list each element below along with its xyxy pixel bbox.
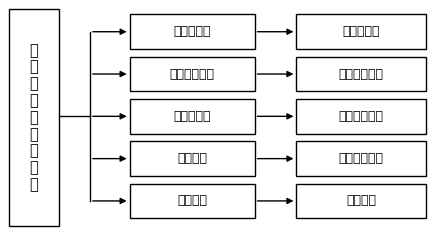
Text: 温度速度程序: 温度速度程序 [338, 110, 383, 123]
Bar [296, 184, 425, 218]
Bar [296, 57, 425, 91]
Text: 传感器模块: 传感器模块 [173, 110, 210, 123]
Text: 初始化程序: 初始化程序 [342, 25, 379, 38]
Bar [129, 99, 254, 134]
Bar [129, 141, 254, 176]
Text: 电机控制程序: 电机控制程序 [338, 67, 383, 81]
Bar [129, 57, 254, 91]
Text: 人机交互程序: 人机交互程序 [338, 152, 383, 165]
Bar [296, 141, 425, 176]
Text: 报警程序: 报警程序 [345, 194, 375, 208]
Text: 显示模块: 显示模块 [177, 152, 207, 165]
Bar [296, 99, 425, 134]
Bar [129, 14, 254, 49]
Bar [129, 184, 254, 218]
Text: 初始化模块: 初始化模块 [173, 25, 210, 38]
Text: 运动控制模块: 运动控制模块 [169, 67, 214, 81]
Text: 脱
水
机
控
制
程
序
模
块: 脱 水 机 控 制 程 序 模 块 [30, 43, 38, 192]
Text: 报警模块: 报警模块 [177, 194, 207, 208]
Bar [9, 9, 59, 226]
Bar [296, 14, 425, 49]
